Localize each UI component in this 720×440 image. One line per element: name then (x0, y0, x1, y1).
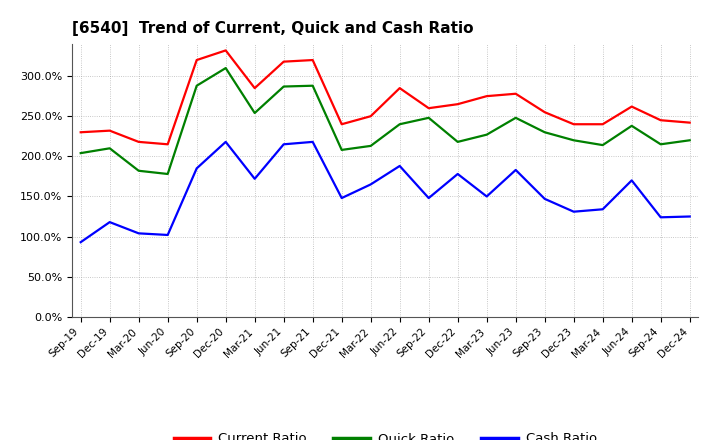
Current Ratio (76, 130, 85, 135)
Quick Ratio (105, 146, 114, 151)
Quick Ratio (366, 143, 375, 149)
Cash Ratio (627, 178, 636, 183)
Current Ratio (482, 94, 491, 99)
Current Ratio (105, 128, 114, 133)
Quick Ratio (76, 150, 85, 156)
Current Ratio (627, 104, 636, 109)
Current Ratio (251, 85, 259, 91)
Cash Ratio (541, 196, 549, 202)
Cash Ratio (76, 239, 85, 245)
Line: Quick Ratio: Quick Ratio (81, 68, 690, 174)
Current Ratio (657, 117, 665, 123)
Quick Ratio (627, 123, 636, 128)
Text: [6540]  Trend of Current, Quick and Cash Ratio: [6540] Trend of Current, Quick and Cash … (72, 21, 474, 36)
Current Ratio (366, 114, 375, 119)
Cash Ratio (251, 176, 259, 181)
Cash Ratio (454, 171, 462, 176)
Quick Ratio (685, 138, 694, 143)
Current Ratio (685, 120, 694, 125)
Quick Ratio (192, 83, 201, 88)
Quick Ratio (221, 66, 230, 71)
Current Ratio (570, 121, 578, 127)
Line: Current Ratio: Current Ratio (81, 51, 690, 144)
Cash Ratio (192, 166, 201, 171)
Current Ratio (395, 85, 404, 91)
Current Ratio (338, 121, 346, 127)
Current Ratio (598, 121, 607, 127)
Legend: Current Ratio, Quick Ratio, Cash Ratio: Current Ratio, Quick Ratio, Cash Ratio (168, 427, 602, 440)
Current Ratio (424, 106, 433, 111)
Quick Ratio (598, 143, 607, 148)
Current Ratio (279, 59, 288, 64)
Cash Ratio (221, 139, 230, 144)
Quick Ratio (308, 83, 317, 88)
Quick Ratio (657, 142, 665, 147)
Quick Ratio (163, 171, 172, 176)
Quick Ratio (338, 147, 346, 153)
Cash Ratio (135, 231, 143, 236)
Quick Ratio (251, 110, 259, 116)
Cash Ratio (366, 182, 375, 187)
Current Ratio (135, 139, 143, 144)
Current Ratio (221, 48, 230, 53)
Cash Ratio (511, 167, 520, 172)
Cash Ratio (424, 195, 433, 201)
Quick Ratio (454, 139, 462, 144)
Quick Ratio (482, 132, 491, 137)
Cash Ratio (657, 215, 665, 220)
Quick Ratio (541, 130, 549, 135)
Current Ratio (163, 142, 172, 147)
Cash Ratio (308, 139, 317, 144)
Quick Ratio (279, 84, 288, 89)
Current Ratio (541, 110, 549, 115)
Cash Ratio (570, 209, 578, 214)
Cash Ratio (395, 163, 404, 169)
Cash Ratio (685, 214, 694, 219)
Quick Ratio (511, 115, 520, 121)
Current Ratio (192, 57, 201, 62)
Quick Ratio (135, 168, 143, 173)
Quick Ratio (570, 138, 578, 143)
Cash Ratio (105, 220, 114, 225)
Current Ratio (308, 57, 317, 62)
Cash Ratio (279, 142, 288, 147)
Cash Ratio (482, 194, 491, 199)
Current Ratio (511, 91, 520, 96)
Cash Ratio (163, 232, 172, 238)
Quick Ratio (395, 121, 404, 127)
Current Ratio (454, 102, 462, 107)
Line: Cash Ratio: Cash Ratio (81, 142, 690, 242)
Cash Ratio (338, 195, 346, 201)
Quick Ratio (424, 115, 433, 121)
Cash Ratio (598, 207, 607, 212)
